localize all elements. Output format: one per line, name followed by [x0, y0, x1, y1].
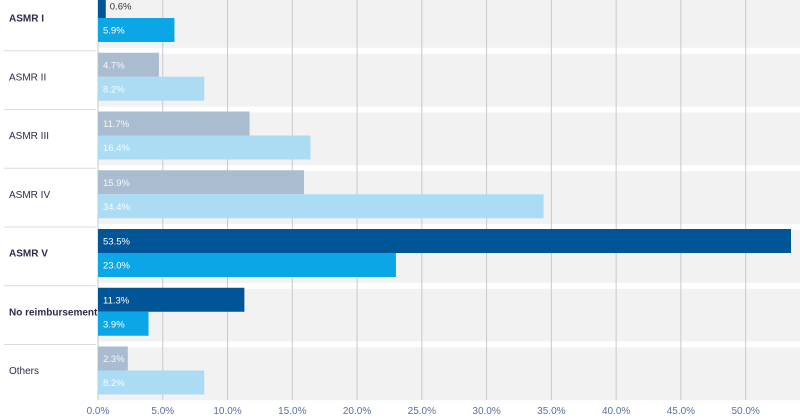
- bar: [98, 52, 159, 77]
- bar: [98, 229, 791, 253]
- bar-value-label: 23.0%: [103, 261, 130, 272]
- bar-value-label: 8.2%: [103, 84, 125, 95]
- bar-value-label: 15.9%: [103, 178, 130, 189]
- bar: [98, 18, 175, 42]
- bar-value-label: 16.4%: [103, 143, 130, 154]
- bar-value-label: 0.6%: [110, 2, 132, 13]
- bar: [98, 194, 544, 219]
- category-label: Others: [9, 366, 39, 377]
- category-label: ASMR IV: [9, 190, 50, 201]
- bar-value-label: 34.4%: [103, 202, 130, 213]
- bar-value-label: 3.9%: [103, 319, 125, 330]
- x-tick-label: 20.0%: [343, 406, 371, 417]
- bar-value-label: 11.7%: [103, 119, 130, 130]
- bar: [98, 111, 250, 136]
- category-label: No reimbursement: [9, 307, 98, 318]
- bar: [98, 135, 311, 160]
- bar: [98, 311, 149, 336]
- bar-value-label: 11.3%: [103, 295, 130, 306]
- x-tick-label: 15.0%: [278, 406, 306, 417]
- bar-value-label: 2.3%: [103, 354, 125, 365]
- category-label: ASMR III: [9, 131, 49, 142]
- bar: [98, 253, 396, 277]
- category-label: ASMR II: [9, 72, 46, 83]
- bar: [98, 346, 128, 371]
- bar-value-label: 5.9%: [103, 26, 125, 37]
- x-tick-label: 25.0%: [408, 406, 436, 417]
- x-tick-label: 5.0%: [151, 406, 174, 417]
- row-background: [98, 347, 800, 401]
- bar: [98, 76, 205, 101]
- category-label: ASMR V: [9, 249, 48, 260]
- bar: [98, 370, 205, 395]
- bar: [98, 287, 245, 312]
- category-label: ASMR I: [9, 14, 44, 25]
- bar: [98, 170, 304, 195]
- bar-value-label: 4.7%: [103, 60, 125, 71]
- row-background: [98, 53, 800, 107]
- x-tick-label: 0.0%: [87, 406, 110, 417]
- x-tick-label: 50.0%: [731, 406, 759, 417]
- row-background: [98, 0, 800, 48]
- x-tick-label: 35.0%: [537, 406, 565, 417]
- bar-value-label: 53.5%: [103, 237, 130, 248]
- x-tick-label: 40.0%: [602, 406, 630, 417]
- x-tick-label: 30.0%: [472, 406, 500, 417]
- x-tick-label: 10.0%: [213, 406, 241, 417]
- x-tick-label: 45.0%: [667, 406, 695, 417]
- bar: [98, 0, 106, 18]
- bar-value-label: 8.2%: [103, 378, 125, 389]
